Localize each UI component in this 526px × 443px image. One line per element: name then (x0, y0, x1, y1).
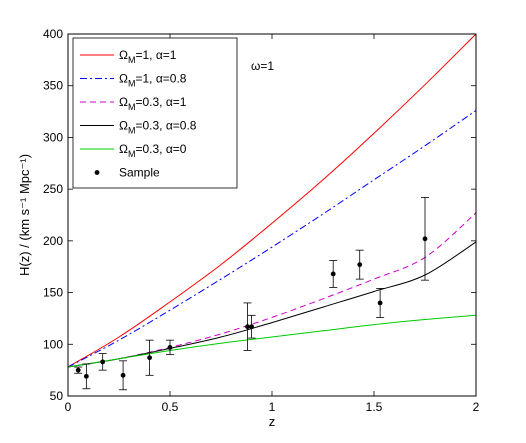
x-tick-label: 0.5 (162, 400, 179, 414)
sample-dot (377, 300, 383, 306)
y-tick-label: 150 (43, 286, 63, 300)
sample-point-6 (166, 339, 174, 356)
legend-label-3: ΩM=0.3, α=1 (119, 95, 187, 112)
legend: ΩM=1, α=1 ΩM=1, α=0.8 ΩM=0.3, α=1 ΩM=0.3, α… (72, 37, 238, 189)
legend-label-1: ΩM=1, α=1 (119, 48, 177, 65)
x-tick-label: 0 (65, 400, 72, 414)
sample-point-12 (421, 197, 429, 281)
sample-dot (75, 367, 81, 373)
y-tick-label: 250 (43, 182, 63, 196)
sample-dot (120, 372, 126, 378)
y-tick-label: 400 (43, 27, 63, 41)
legend-label-sample: Sample (119, 166, 160, 180)
sample-point-3 (98, 353, 107, 371)
y-tick-label: 50 (50, 389, 64, 403)
y-tick-label: 200 (43, 234, 63, 248)
series-line-3 (67, 212, 477, 368)
sample-dot (357, 262, 363, 268)
sample-dot (245, 324, 250, 330)
sample-dot (330, 271, 336, 277)
legend-label-2: ΩM=1, α=0.8 (119, 72, 187, 89)
legend-label-5: ΩM=0.3, α=0 (119, 142, 187, 159)
sample-dot (147, 355, 153, 361)
series-line-2 (67, 110, 477, 368)
sample-dot (167, 344, 173, 350)
series-line-5 (67, 314, 477, 368)
x-tick-label: 2 (473, 400, 480, 414)
x-tick-label: 1.5 (366, 400, 383, 414)
legend-box (72, 37, 238, 189)
sample-point-5 (145, 339, 154, 376)
sample-dot (100, 359, 106, 365)
y-axis-label: H(z) / (km s⁻¹ Mpc⁻¹) (17, 154, 32, 276)
samples-layer (74, 197, 429, 391)
y-tick-label: 350 (43, 79, 63, 93)
sample-dot (422, 236, 428, 242)
x-axis-ticks: 0 0.5 1 1.5 2 (65, 34, 480, 414)
sample-point-11 (376, 288, 385, 318)
sample-point-4 (119, 360, 128, 391)
y-tick-label: 300 (43, 130, 63, 144)
sample-point-2 (82, 363, 91, 390)
series-line-1 (67, 33, 477, 368)
legend-label-4: ΩM=0.3, α=0.8 (119, 119, 197, 136)
sample-dot (83, 373, 89, 379)
sample-point-9 (329, 260, 338, 288)
y-tick-label: 100 (43, 337, 63, 351)
sample-point-1 (74, 366, 83, 374)
sample-point-7 (243, 302, 252, 351)
sample-dot (249, 324, 255, 330)
curves-layer (67, 33, 477, 368)
sample-point-8 (247, 314, 256, 339)
annotation-omega: ω=1 (251, 59, 274, 73)
x-axis-label: z (269, 414, 276, 429)
y-axis-ticks: 50 100 150 200 250 300 350 400 (43, 27, 476, 403)
x-tick-label: 1 (269, 400, 276, 414)
legend-swatch-sample (94, 170, 100, 175)
sample-point-10 (355, 249, 364, 280)
